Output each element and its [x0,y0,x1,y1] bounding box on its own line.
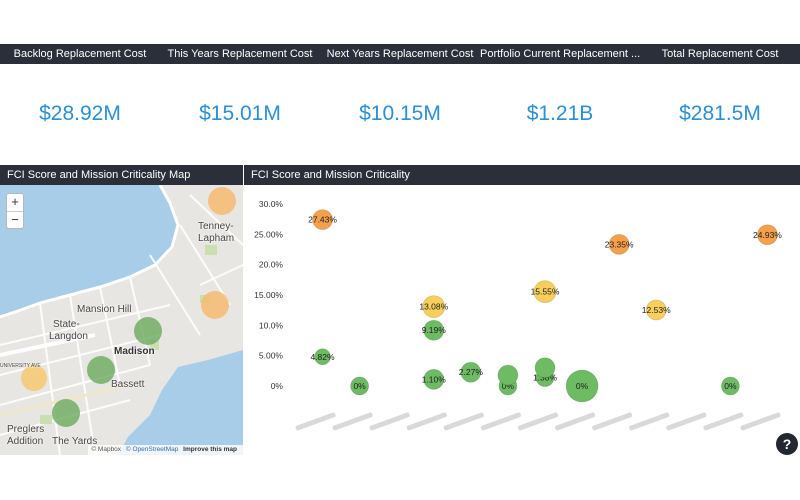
x-tick-label-redacted [443,412,484,431]
chart-point[interactable] [565,369,599,403]
map-label-lapham: Lapham [198,233,235,244]
y-axis: 0% 5.00% 10.0% 15.00% 20.0% 25.00% 30.0% [254,199,283,391]
kpi-value-total: $281.5M [679,102,761,125]
point-data-label: 13.08% [419,302,448,312]
zoom-out-button[interactable]: − [11,212,19,227]
map-label-tenney: Tenney- [198,221,234,232]
kpi-value-next-year: $10.15M [359,102,441,125]
point-data-label: 23.35% [605,239,634,249]
point-data-label: 27.43% [308,215,337,225]
y-tick-label: 15.00% [254,290,283,300]
zoom-in-button[interactable]: + [7,194,23,212]
kpi-values-row: $28.92M $15.01M $10.15M $1.21B $281.5M [0,64,800,164]
point-data-label: 0% [724,381,737,391]
map-zoom-control: + − [6,193,24,229]
point-data-label: 15.55% [531,287,560,297]
x-tick-label-redacted [295,412,336,431]
point-data-label: 4.82% [310,352,335,362]
chart-point[interactable] [645,299,667,321]
x-tick-label-redacted [406,412,447,431]
point-data-label: 24.93% [753,230,782,240]
map-label-bassett: Bassett [111,379,145,390]
point-data-label: 0% [502,381,515,391]
chart-point[interactable] [757,224,778,246]
kpi-value-backlog: $28.92M [39,102,121,125]
chart-point[interactable] [720,376,740,396]
x-tick-label-redacted [517,412,559,431]
improve-map-link[interactable]: Improve this map [183,446,237,453]
chart-point[interactable] [534,357,556,379]
x-tick-label-redacted [703,412,744,431]
chart-point[interactable] [422,295,446,319]
chart-svg: 0% 5.00% 10.0% 15.00% 20.0% 25.00% 30.0% 27.43… [254,199,782,431]
chart-points: 27.43% 4.82% 0% 13.08% 9.19% 1.10% 2.27% 0% 15.5… [308,209,782,403]
map-label-state: State- [53,319,80,330]
x-tick-label-redacted [740,412,781,431]
kpi-label-this-year: This Years Replacement Cost [167,48,313,60]
kpi-label-backlog: Backlog Replacement Cost [13,48,147,60]
map-tiles [0,185,243,455]
chart-point[interactable] [460,361,482,383]
y-tick-label: 5.00% [259,351,284,361]
fci-scatter-chart: 0% 5.00% 10.0% 15.00% 20.0% 25.00% 30.0% 27.43… [246,185,800,455]
point-data-label: 0% [576,381,589,391]
map-label-addition: Addition [7,436,44,447]
x-tick-label-redacted [592,412,633,431]
point-data-label: 1.10% [422,374,447,384]
chart-point[interactable] [608,233,630,255]
y-tick-label: 20.0% [259,260,284,270]
x-tick-label-redacted [666,412,707,431]
chart-point[interactable] [350,376,370,396]
point-data-label: 9.19% [422,325,447,335]
point-data-label: 12.53% [642,305,671,315]
kpi-value-this-year: $15.01M [199,102,281,125]
x-tick-label-redacted [629,412,670,431]
map-label-mansion-hill: Mansion Hill [77,304,132,315]
kpi-label-portfolio: Portfolio Current Replacement ... [480,48,640,60]
x-axis-labels [295,412,781,431]
y-tick-label: 30.0% [259,199,284,209]
kpi-label-total: Total Replacement Cost [661,48,779,60]
y-tick-label: 10.0% [259,320,284,330]
chart-point[interactable] [533,280,557,304]
kpi-label-next-year: Next Years Replacement Cost [326,48,474,60]
map-label-madison: Madison [114,346,155,357]
chart-point[interactable] [314,348,331,366]
point-data-label: 0% [353,381,366,391]
chart-point[interactable] [423,319,445,341]
y-tick-label: 0% [271,381,284,391]
map-label-the-yards: The Yards [52,436,98,447]
osm-link[interactable]: © OpenStreetMap [125,446,179,453]
mapbox-logo[interactable]: © Mapbox [91,446,122,453]
kpi-value-portfolio: $1.21B [526,102,594,125]
x-tick-label-redacted [332,412,373,431]
chart-point[interactable] [423,368,445,390]
x-tick-label-redacted [369,412,410,431]
chart-panel-title: FCI Score and Mission Criticality [244,165,800,185]
point-data-label: 2.27% [459,367,484,377]
map-label-university: UNIVERSITY AVE [0,363,41,369]
chart-point[interactable] [312,209,333,230]
help-icon[interactable]: ? [776,433,798,455]
y-tick-label: 25.00% [254,229,283,239]
map-view[interactable]: Tenney- Lapham Mansion Hill State- Langd… [0,185,243,455]
x-tick-label-redacted [555,412,596,431]
map-attribution: © Mapbox © OpenStreetMap Improve this ma… [88,445,243,455]
map-panel-title: FCI Score and Mission Criticality Map [0,165,243,185]
x-tick-label-redacted [480,412,521,431]
kpi-header-bar: Backlog Replacement Cost This Years Repl… [0,44,800,64]
chart-point[interactable] [497,364,519,386]
map-label-preglers: Preglers [7,424,45,435]
map-label-langdon: Langdon [49,331,88,342]
